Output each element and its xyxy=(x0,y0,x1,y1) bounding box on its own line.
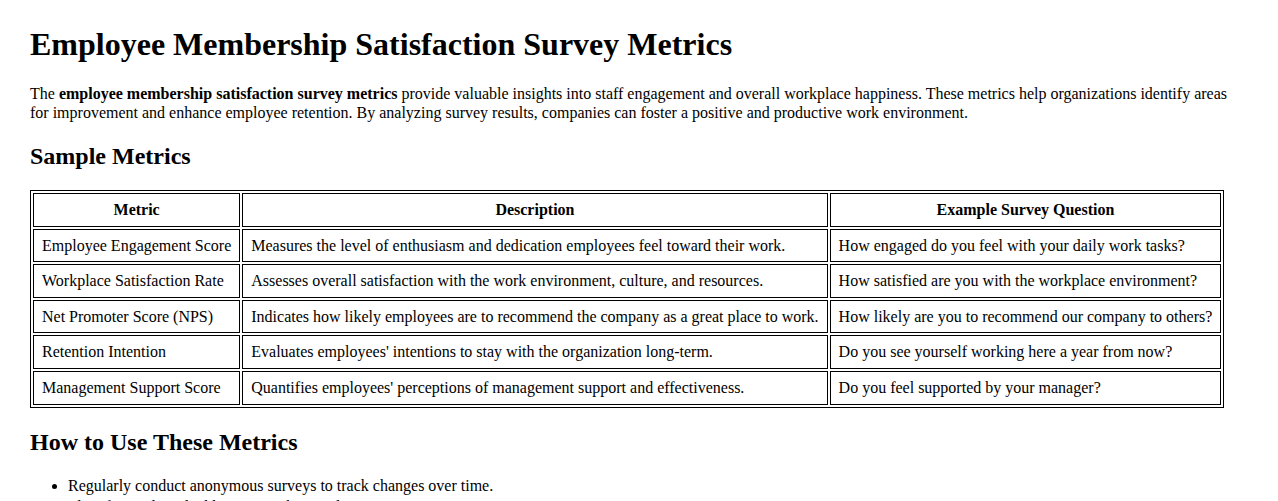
cell-metric: Employee Engagement Score xyxy=(33,229,240,263)
cell-example-question: How likely are you to recommend our comp… xyxy=(830,300,1222,334)
cell-description: Evaluates employees' intentions to stay … xyxy=(242,335,827,369)
page-title: Employee Membership Satisfaction Survey … xyxy=(30,26,1248,63)
table-row: Net Promoter Score (NPS) Indicates how l… xyxy=(33,300,1221,334)
cell-description: Indicates how likely employees are to re… xyxy=(242,300,827,334)
column-header-metric: Metric xyxy=(33,193,240,227)
cell-example-question: How satisfied are you with the workplace… xyxy=(830,264,1222,298)
intro-bold-keyphrase: employee membership satisfaction survey … xyxy=(59,85,398,102)
cell-description: Assesses overall satisfaction with the w… xyxy=(242,264,827,298)
cell-example-question: Do you feel supported by your manager? xyxy=(830,371,1222,405)
intro-lead: The xyxy=(30,85,59,102)
section-heading-how-to-use: How to Use These Metrics xyxy=(30,428,1248,456)
cell-description: Measures the level of enthusiasm and ded… xyxy=(242,229,827,263)
cell-metric: Net Promoter Score (NPS) xyxy=(33,300,240,334)
cell-description: Quantifies employees' perceptions of man… xyxy=(242,371,827,405)
column-header-example-question: Example Survey Question xyxy=(830,193,1222,227)
list-item: Identify trends and address areas that n… xyxy=(68,497,1248,501)
cell-example-question: Do you see yourself working here a year … xyxy=(830,335,1222,369)
section-heading-sample-metrics: Sample Metrics xyxy=(30,142,1248,170)
table-row: Management Support Score Quantifies empl… xyxy=(33,371,1221,405)
table-row: Employee Engagement Score Measures the l… xyxy=(33,229,1221,263)
column-header-description: Description xyxy=(242,193,827,227)
table-row: Workplace Satisfaction Rate Assesses ove… xyxy=(33,264,1221,298)
cell-metric: Management Support Score xyxy=(33,371,240,405)
usage-list: Regularly conduct anonymous surveys to t… xyxy=(30,476,1248,501)
document-page: Employee Membership Satisfaction Survey … xyxy=(0,0,1278,501)
table-header-row: Metric Description Example Survey Questi… xyxy=(33,193,1221,227)
metrics-table: Metric Description Example Survey Questi… xyxy=(30,190,1224,408)
cell-metric: Retention Intention xyxy=(33,335,240,369)
intro-paragraph: The employee membership satisfaction sur… xyxy=(30,84,1248,122)
cell-metric: Workplace Satisfaction Rate xyxy=(33,264,240,298)
cell-example-question: How engaged do you feel with your daily … xyxy=(830,229,1222,263)
list-item: Regularly conduct anonymous surveys to t… xyxy=(68,476,1248,495)
table-row: Retention Intention Evaluates employees'… xyxy=(33,335,1221,369)
